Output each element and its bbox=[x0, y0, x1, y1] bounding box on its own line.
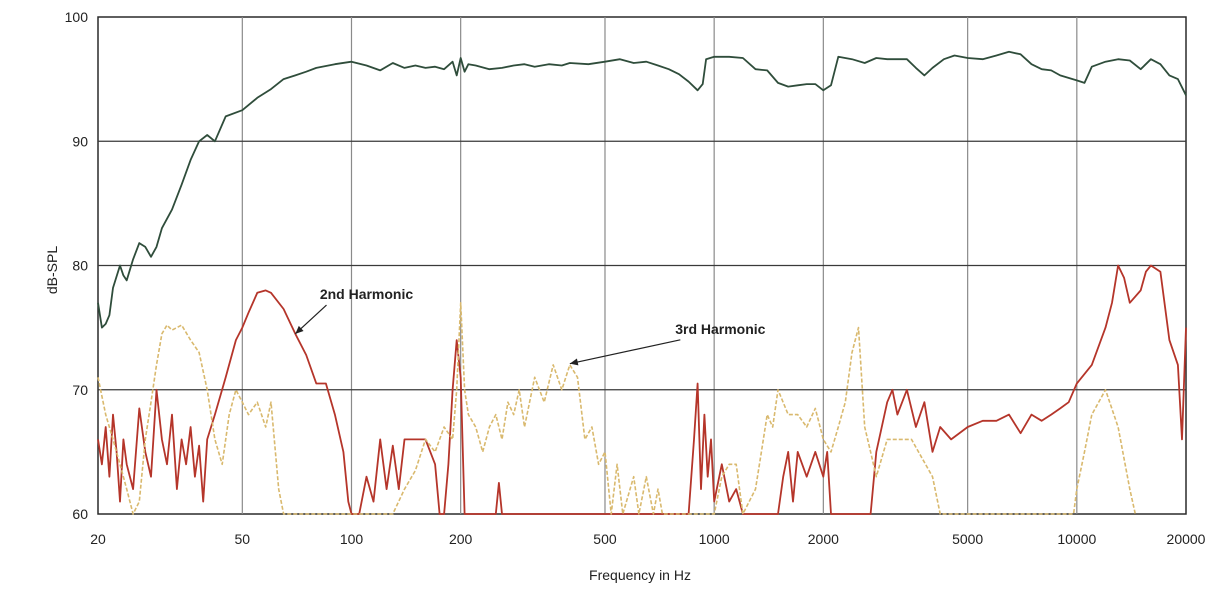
y-tick-label: 60 bbox=[72, 506, 88, 522]
y-tick-label: 70 bbox=[72, 382, 88, 398]
x-tick-label: 20000 bbox=[1167, 531, 1206, 547]
x-axis-title: Frequency in Hz bbox=[589, 567, 691, 583]
annotation-label: 3rd Harmonic bbox=[675, 321, 765, 337]
y-tick-label: 80 bbox=[72, 258, 88, 274]
annotations: 2nd Harmonic 3rd Harmonic bbox=[294, 286, 766, 366]
x-tick-label: 5000 bbox=[952, 531, 983, 547]
grid-lines bbox=[98, 17, 1186, 514]
x-tick-label: 2000 bbox=[808, 531, 839, 547]
second-harmonic-line bbox=[97, 264, 1187, 515]
annotation-label: 2nd Harmonic bbox=[320, 286, 414, 302]
x-tick-label: 100 bbox=[340, 531, 364, 547]
x-tick-label: 10000 bbox=[1057, 531, 1096, 547]
annotation-arrow-line bbox=[569, 339, 681, 365]
y-tick-label: 90 bbox=[72, 133, 88, 149]
y-tick-label: 100 bbox=[65, 9, 89, 25]
x-tick-label: 1000 bbox=[699, 531, 730, 547]
x-tick-label: 200 bbox=[449, 531, 473, 547]
x-tick-label: 50 bbox=[235, 531, 251, 547]
tick-labels: 20 50 100 200 500 1000 2000 5000 10000 20000 60 70 8… bbox=[65, 9, 1206, 547]
x-tick-label: 20 bbox=[90, 531, 106, 547]
series-lines bbox=[97, 50, 1187, 515]
y-axis-title: dB-SPL bbox=[44, 246, 60, 294]
x-tick-label: 500 bbox=[593, 531, 617, 547]
annotation-arrowhead bbox=[569, 358, 579, 366]
annotation-arrowhead bbox=[295, 325, 304, 334]
frequency-response-line bbox=[97, 50, 1187, 329]
third-harmonic-line bbox=[97, 302, 1137, 515]
